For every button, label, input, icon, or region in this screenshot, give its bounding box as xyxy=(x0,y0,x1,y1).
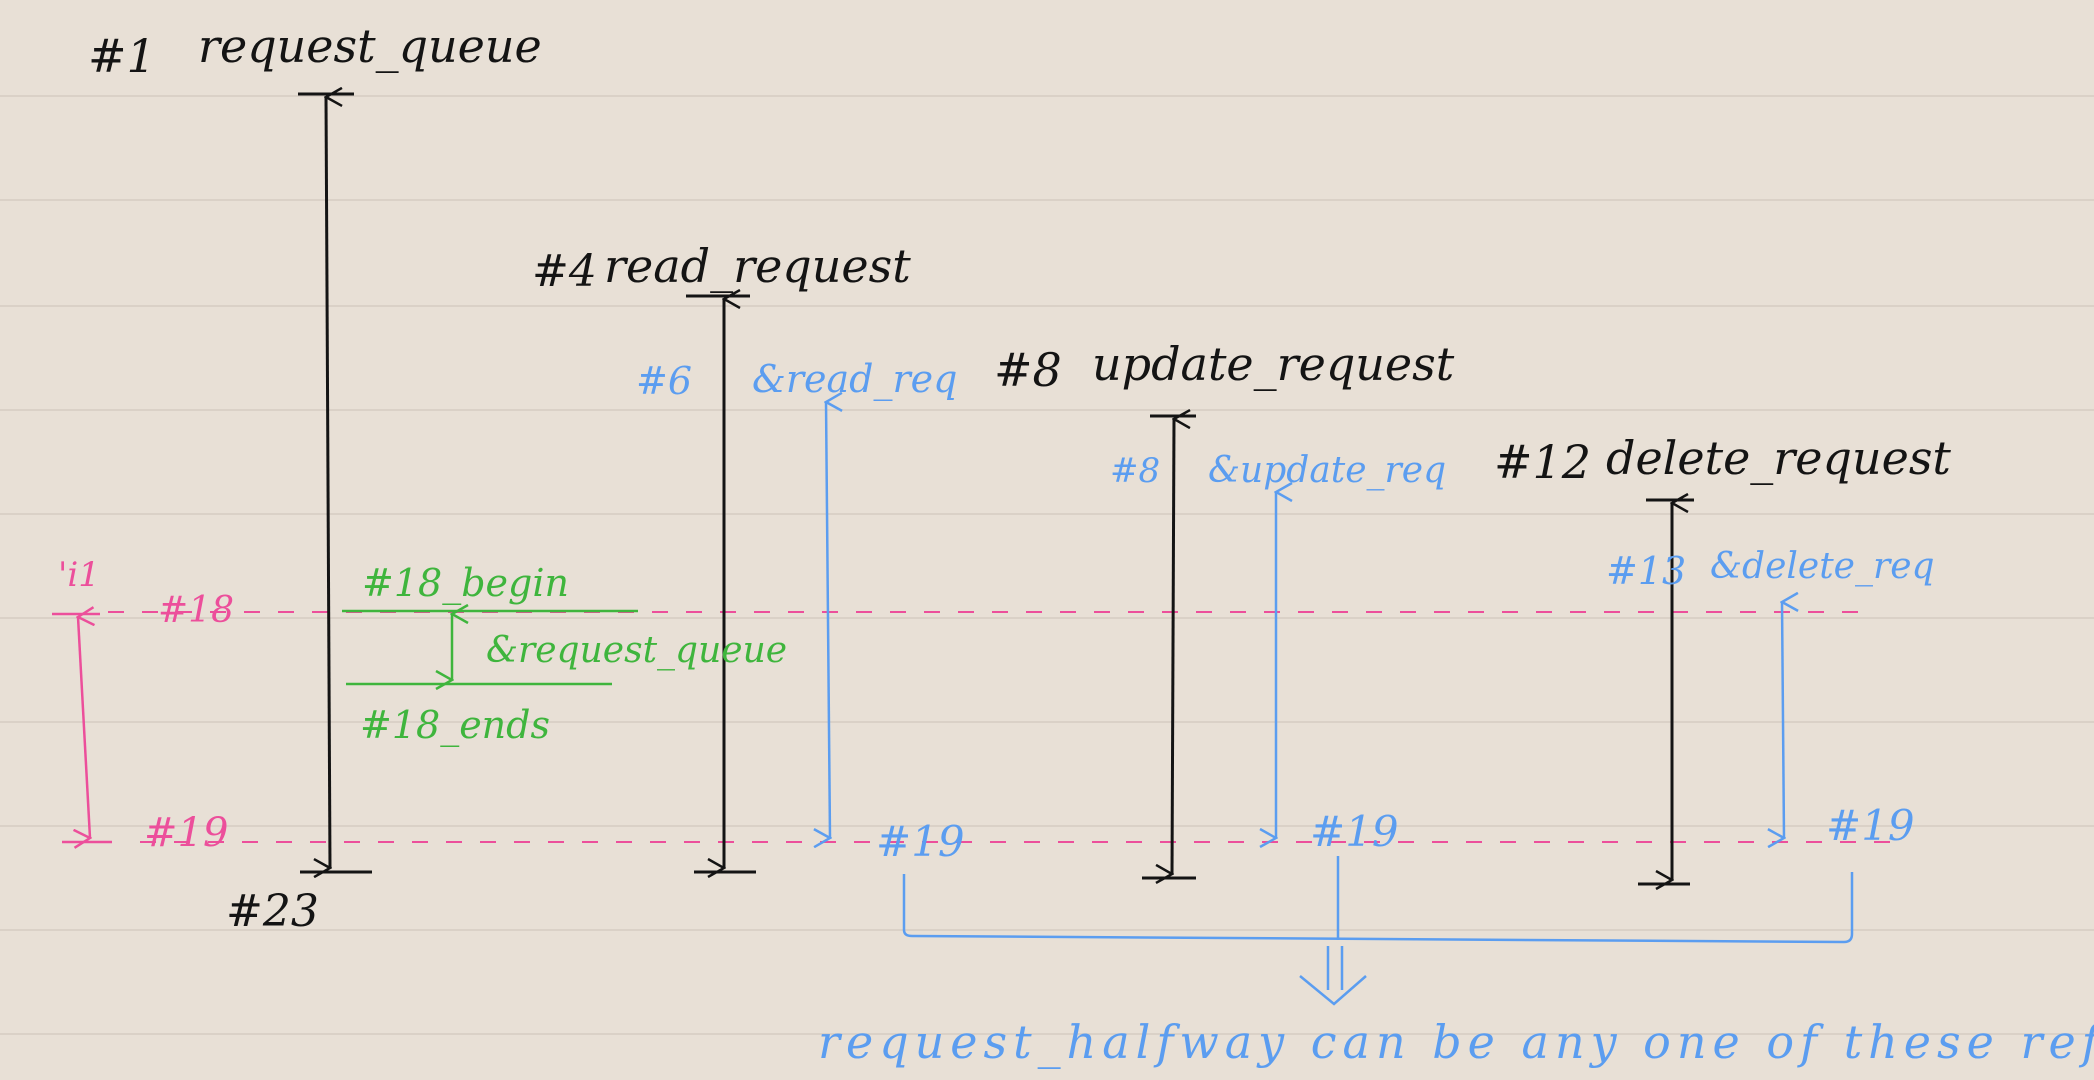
delete-request-title: delete_request xyxy=(1606,431,1951,485)
read-ref-number: #6 xyxy=(636,359,692,403)
queue-ref-begin-label: #18_begin xyxy=(362,561,569,606)
pink-dashed-lines xyxy=(108,611,1900,843)
read-request-lifetime-arrow xyxy=(686,296,756,872)
read-ref-lifetime-arrow xyxy=(826,402,830,838)
pink-lifetime-label: 'i1 xyxy=(58,555,100,595)
update-request-number: #8 xyxy=(994,343,1062,397)
delete-request-number: #12 xyxy=(1494,435,1591,489)
refs-brace xyxy=(902,856,1854,1006)
request-queue-title: request_queue xyxy=(198,19,542,73)
read-ref-name: &read_req xyxy=(752,357,957,402)
read-ref-end-label: #19 xyxy=(876,817,965,866)
pink-lifetime-arrow xyxy=(52,614,112,842)
delete-ref-number: #13 xyxy=(1606,549,1686,593)
delete-ref-lifetime-arrow xyxy=(1782,602,1784,838)
update-ref-number: #8 xyxy=(1110,451,1160,491)
read-request-title: read_request xyxy=(604,239,911,293)
ruled-lines xyxy=(0,95,2094,1035)
request-queue-end-label: #23 xyxy=(226,886,319,937)
update-request-title: update_request xyxy=(1092,337,1455,391)
update-ref-end-label: #19 xyxy=(1310,807,1399,856)
delete-request-lifetime-arrow xyxy=(1638,500,1694,884)
queue-ref-end-label: #18_ends xyxy=(360,703,550,748)
update-request-lifetime-arrow xyxy=(1142,416,1196,878)
update-ref-name: &update_req xyxy=(1208,450,1446,491)
delete-ref-end-label: #19 xyxy=(1826,801,1915,850)
read-request-number: #4 xyxy=(532,246,597,297)
queue-ref-name: &request_queue xyxy=(486,630,787,671)
pink-end-label: #19 xyxy=(144,810,228,856)
caption: request_halfway can be any one of these … xyxy=(818,1015,2094,1069)
delete-ref-name: &delete_req xyxy=(1710,546,1935,587)
request-queue-number: #1 xyxy=(88,29,156,83)
request-queue-lifetime-arrow xyxy=(298,94,372,872)
pink-start-label: #18 xyxy=(158,590,234,631)
